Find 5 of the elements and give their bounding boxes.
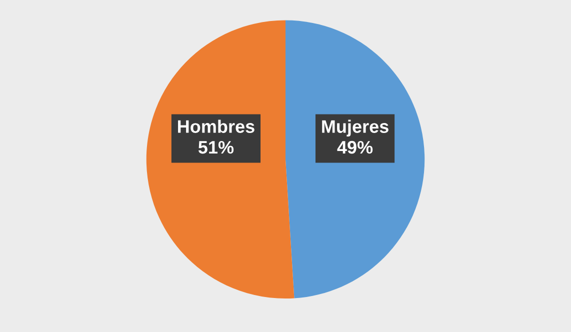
slice-label: Mujeres [322, 120, 388, 137]
data-label: 49% [337, 140, 373, 154]
pie-slice [286, 20, 425, 298]
slice-label: Hombres [178, 120, 254, 133]
data-label: 51% [198, 140, 234, 154]
